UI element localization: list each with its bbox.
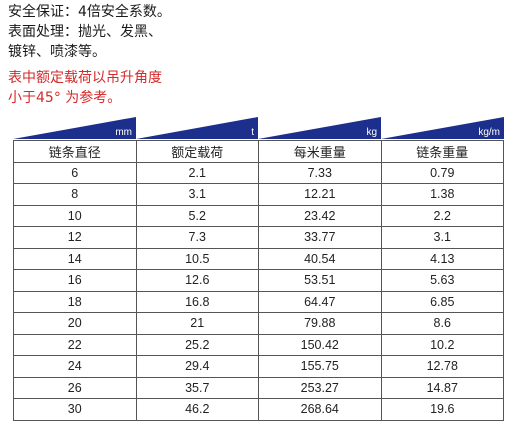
cell-weight-per-meter: 7.33 [258,161,382,184]
cell-weight-per-meter: 12.21 [258,183,382,206]
table-header-row: 链条直径 额定载荷 每米重量 链条重量 [13,140,504,163]
cell-chain-weight: 8.6 [380,312,504,335]
cell-weight-per-meter: 53.51 [258,269,382,292]
cell-weight-per-meter: 268.64 [258,398,382,421]
cell-diameter: 24 [13,355,137,378]
cell-diameter: 26 [13,376,137,399]
unit-wedge [258,117,381,139]
table-row: 18 16.8 64.47 6.85 [13,290,504,313]
notes-block: 安全保证：4倍安全系数。 表面处理：抛光、发黑、 镀锌、喷漆等。 表中额定载荷以… [8,2,171,108]
cell-chain-weight: 3.1 [380,226,504,249]
cell-chain-weight: 2.2 [380,204,504,227]
cell-rated-load: 29.4 [135,355,259,378]
unit-cell-weight-per-meter: kg [258,117,381,139]
warning-note-line-1: 表中额定载荷以吊升角度 [8,70,162,86]
cell-chain-weight: 1.38 [380,183,504,206]
cell-rated-load: 3.1 [135,183,259,206]
cell-chain-weight: 14.87 [380,376,504,399]
table-row: 26 35.7 253.27 14.87 [13,376,504,399]
cell-weight-per-meter: 253.27 [258,376,382,399]
unit-wedge [13,117,136,139]
table-row: 22 25.2 150.42 10.2 [13,333,504,356]
table-row: 30 46.2 268.64 19.6 [13,398,504,421]
cell-weight-per-meter: 33.77 [258,226,382,249]
unit-label-mm: mm [115,127,132,138]
cell-weight-per-meter: 64.47 [258,290,382,313]
cell-chain-weight: 0.79 [380,161,504,184]
header-chain-weight: 链条重量 [380,140,504,163]
header-chain-diameter: 链条直径 [13,140,137,163]
cell-weight-per-meter: 23.42 [258,204,382,227]
cell-rated-load: 12.6 [135,269,259,292]
table-row: 12 7.3 33.77 3.1 [13,226,504,249]
cell-diameter: 30 [13,398,137,421]
cell-rated-load: 2.1 [135,161,259,184]
chain-spec-table: 链条直径 额定载荷 每米重量 链条重量 6 2.1 7.33 0.79 8 3.… [13,140,504,421]
unit-header-row: mm t kg kg/m [13,117,504,139]
cell-rated-load: 5.2 [135,204,259,227]
unit-cell-load: t [136,117,258,139]
table-row: 20 21 79.88 8.6 [13,312,504,335]
cell-chain-weight: 6.85 [380,290,504,313]
cell-rated-load: 25.2 [135,333,259,356]
surface-note-line-1: 表面处理：抛光、发黑、 [8,24,162,40]
cell-rated-load: 16.8 [135,290,259,313]
cell-weight-per-meter: 40.54 [258,247,382,270]
cell-rated-load: 10.5 [135,247,259,270]
unit-label-kg-per-m: kg/m [478,127,500,138]
warning-note-line-2: 小于45° 为参考。 [8,90,122,106]
table-row: 6 2.1 7.33 0.79 [13,161,504,184]
unit-label-t: t [251,127,254,138]
surface-note-line-2: 镀锌、喷漆等。 [8,44,106,60]
table-row: 10 5.2 23.42 2.2 [13,204,504,227]
table-row: 16 12.6 53.51 5.63 [13,269,504,292]
unit-wedge [381,117,504,139]
unit-cell-chain-weight: kg/m [381,117,504,139]
cell-rated-load: 7.3 [135,226,259,249]
table-row: 14 10.5 40.54 4.13 [13,247,504,270]
cell-diameter: 8 [13,183,137,206]
unit-wedge [136,117,258,139]
cell-rated-load: 46.2 [135,398,259,421]
cell-chain-weight: 10.2 [380,333,504,356]
cell-weight-per-meter: 155.75 [258,355,382,378]
cell-chain-weight: 5.63 [380,269,504,292]
unit-label-kg: kg [366,127,377,138]
cell-rated-load: 21 [135,312,259,335]
header-weight-per-meter: 每米重量 [258,140,382,163]
unit-cell-diameter: mm [13,117,136,139]
cell-diameter: 22 [13,333,137,356]
cell-diameter: 12 [13,226,137,249]
cell-chain-weight: 19.6 [380,398,504,421]
cell-diameter: 16 [13,269,137,292]
table-row: 24 29.4 155.75 12.78 [13,355,504,378]
cell-diameter: 10 [13,204,137,227]
cell-diameter: 18 [13,290,137,313]
cell-weight-per-meter: 150.42 [258,333,382,356]
cell-rated-load: 35.7 [135,376,259,399]
cell-weight-per-meter: 79.88 [258,312,382,335]
table-row: 8 3.1 12.21 1.38 [13,183,504,206]
cell-chain-weight: 12.78 [380,355,504,378]
header-rated-load: 额定载荷 [135,140,259,163]
cell-diameter: 6 [13,161,137,184]
cell-chain-weight: 4.13 [380,247,504,270]
cell-diameter: 14 [13,247,137,270]
cell-diameter: 20 [13,312,137,335]
safety-note: 安全保证：4倍安全系数。 [8,4,171,20]
